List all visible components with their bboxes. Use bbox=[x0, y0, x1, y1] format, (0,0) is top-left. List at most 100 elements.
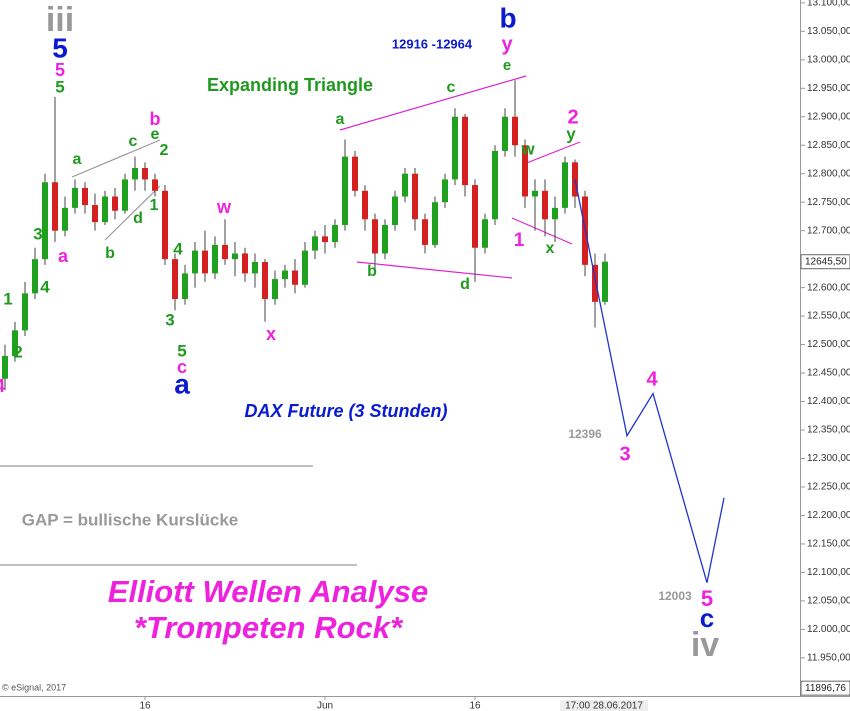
candle-body bbox=[382, 224, 388, 254]
wave-label: w bbox=[216, 197, 232, 217]
wave-label: b bbox=[499, 2, 516, 33]
x-tick-label: 16 bbox=[139, 701, 151, 711]
candle-body bbox=[62, 207, 68, 231]
y-tick-label: 12.600,00 bbox=[807, 282, 850, 293]
candle-body bbox=[462, 116, 468, 186]
candle-body bbox=[242, 253, 248, 274]
trend-line bbox=[523, 141, 581, 165]
y-tick-label: 12.450,00 bbox=[807, 368, 850, 379]
wave-label: 4 bbox=[0, 376, 5, 396]
wave-label: *Trompeten Rock* bbox=[134, 610, 404, 645]
trend-line bbox=[511, 217, 573, 245]
trend-line bbox=[356, 261, 513, 279]
trend-line bbox=[339, 75, 527, 131]
candle-body bbox=[112, 196, 118, 211]
candle-body bbox=[322, 236, 328, 243]
y-tick-label: 13.050,00 bbox=[807, 26, 850, 37]
candle-body bbox=[22, 293, 28, 331]
x-tick-label: 16 bbox=[469, 701, 481, 711]
candle-body bbox=[162, 190, 168, 260]
wave-label: 5 bbox=[177, 341, 186, 360]
wave-label: Expanding Triangle bbox=[207, 75, 373, 95]
candle-body bbox=[182, 273, 188, 300]
wave-label: 4 bbox=[40, 277, 50, 296]
price-box-label: 12645,50 bbox=[805, 256, 847, 267]
candle-body bbox=[272, 279, 278, 300]
candle-body bbox=[262, 261, 268, 300]
wave-label: c bbox=[177, 357, 187, 377]
candle-body bbox=[72, 187, 78, 208]
candle-body bbox=[212, 244, 218, 274]
candle-body bbox=[342, 156, 348, 225]
candle-body bbox=[562, 162, 568, 208]
candle-body bbox=[42, 182, 48, 260]
candle-body bbox=[102, 196, 108, 223]
candle-body bbox=[92, 205, 98, 223]
candle-body bbox=[472, 185, 478, 248]
candle-body bbox=[452, 116, 458, 180]
candle-body bbox=[532, 190, 538, 197]
candle-body bbox=[282, 270, 288, 280]
candle-body bbox=[172, 259, 178, 300]
candle-body bbox=[312, 236, 318, 251]
projection-line bbox=[574, 179, 725, 583]
candle-body bbox=[502, 116, 508, 151]
wave-label: 5 bbox=[701, 586, 713, 611]
wave-label: DAX Future (3 Stunden) bbox=[245, 401, 448, 421]
wave-label: b bbox=[105, 245, 115, 262]
y-tick-label: 12.200,00 bbox=[807, 510, 850, 521]
wave-label: 2 bbox=[567, 106, 578, 128]
candle-body bbox=[552, 207, 558, 220]
y-tick-label: 12.700,00 bbox=[807, 225, 850, 236]
cursor-label: 17:00 28.06.2017 bbox=[565, 701, 643, 711]
candle-body bbox=[522, 145, 528, 197]
wave-label: a bbox=[174, 368, 190, 399]
candle-body bbox=[132, 168, 138, 180]
price-box bbox=[800, 254, 850, 270]
wave-label: 2 bbox=[160, 142, 169, 159]
wave-label: 2 bbox=[13, 342, 22, 361]
y-tick-label: 12.400,00 bbox=[807, 396, 850, 407]
wave-label: 12916 -12964 bbox=[392, 36, 473, 51]
wave-label: a bbox=[336, 111, 345, 128]
trend-line bbox=[71, 139, 161, 178]
candle-body bbox=[402, 173, 408, 197]
wave-label: 1 bbox=[150, 197, 159, 214]
wave-label: 1 bbox=[3, 289, 12, 308]
candle-body bbox=[482, 219, 488, 248]
y-tick-label: 12.300,00 bbox=[807, 453, 850, 464]
wave-label: 3 bbox=[165, 310, 174, 329]
candle-body bbox=[152, 179, 158, 191]
wave-label: 4 bbox=[646, 368, 658, 390]
wave-label: a bbox=[73, 151, 82, 168]
wave-label: d bbox=[133, 210, 143, 227]
wave-label: 12396 bbox=[568, 427, 602, 441]
y-tick-label: 12.050,00 bbox=[807, 596, 850, 607]
candle-body bbox=[542, 190, 548, 220]
candle-body bbox=[232, 253, 238, 260]
wave-label: 5 bbox=[55, 77, 64, 96]
wave-label: w bbox=[520, 139, 535, 158]
candle-body bbox=[12, 330, 18, 356]
candle-body bbox=[442, 179, 448, 203]
candle-body bbox=[82, 187, 88, 206]
candle-body bbox=[412, 173, 418, 220]
candle-body bbox=[422, 219, 428, 245]
wave-label: b bbox=[150, 109, 161, 129]
candle-body bbox=[2, 355, 8, 379]
candle-body bbox=[602, 261, 608, 302]
candle-body bbox=[352, 156, 358, 191]
wave-label: Elliott Wellen Analyse bbox=[108, 574, 428, 609]
trend-lines bbox=[0, 75, 581, 566]
y-tick-label: 12.500,00 bbox=[807, 339, 850, 350]
y-tick-label: 13.000,00 bbox=[807, 54, 850, 65]
y-tick-label: 12.900,00 bbox=[807, 111, 850, 122]
candle-body bbox=[302, 250, 308, 285]
y-tick-label: 12.150,00 bbox=[807, 539, 850, 550]
wave-label: 1 bbox=[514, 230, 525, 251]
candle-body bbox=[332, 224, 338, 243]
wave-label: y bbox=[566, 124, 576, 143]
wave-label: d bbox=[460, 276, 470, 293]
